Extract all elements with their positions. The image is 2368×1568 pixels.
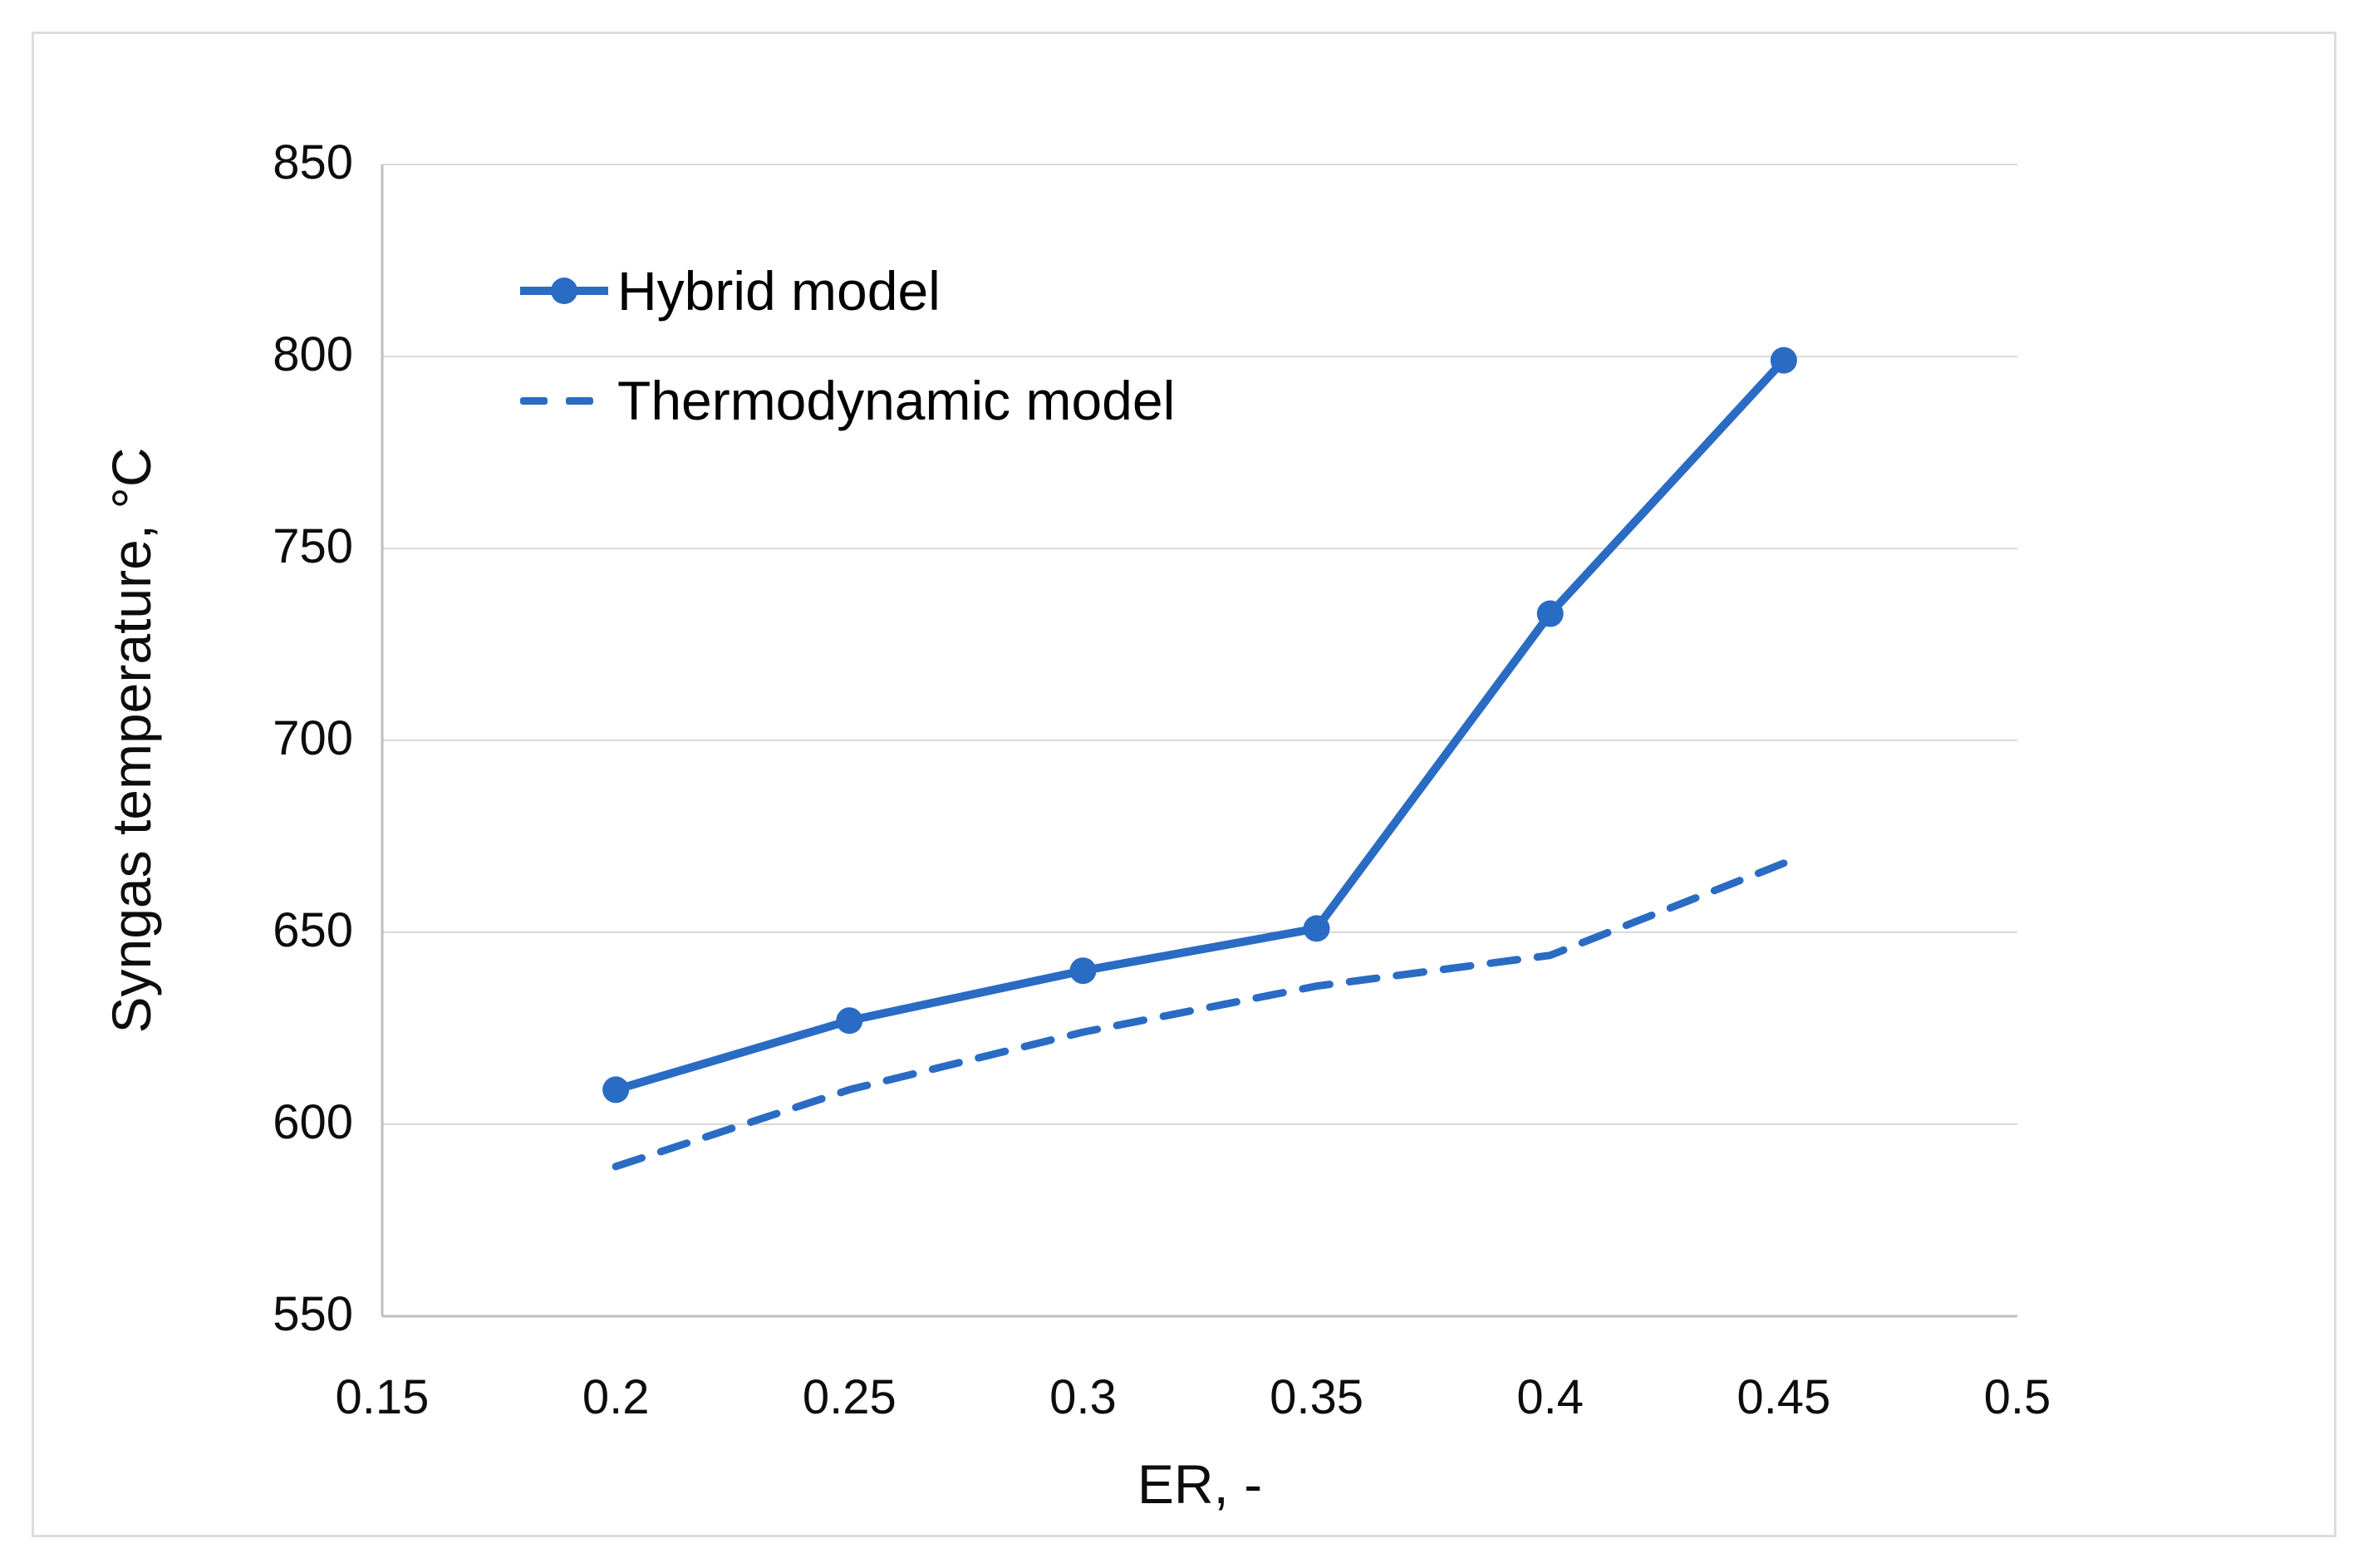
legend-item-hybrid-model: Hybrid model — [520, 260, 1175, 322]
legend-item-thermodynamic-model: Thermodynamic model — [520, 370, 1176, 431]
data-point-marker — [1303, 915, 1330, 942]
y-tick-label-650: 650 — [273, 902, 353, 957]
legend-label-hybrid-model: Hybrid model — [617, 260, 941, 322]
y-tick-label-550: 550 — [273, 1286, 353, 1341]
thermodynamic-series-line — [612, 859, 1788, 1171]
data-point-marker — [1536, 600, 1564, 627]
x-tick-label-0.4: 0.4 — [1516, 1370, 1584, 1424]
y-tick-label-750: 750 — [273, 519, 353, 573]
data-point-marker — [602, 1076, 630, 1103]
x-tick-label-0.35: 0.35 — [1270, 1370, 1364, 1424]
x-axis-title: ER, - — [1137, 1453, 1263, 1515]
legend: Hybrid model Thermodynamic model — [520, 260, 1176, 431]
legend-dashed-line-icon — [520, 371, 617, 430]
circle-marker-icon — [551, 278, 577, 304]
y-axis-title: Syngas temperature, °C — [101, 447, 162, 1034]
y-tick-label-850: 850 — [273, 135, 353, 189]
data-point-marker — [836, 1007, 863, 1035]
y-tick-label-600: 600 — [273, 1094, 353, 1149]
x-tick-label-0.5: 0.5 — [1983, 1370, 2051, 1424]
legend-solid-line-with-marker-icon — [520, 261, 617, 321]
x-tick-label-0.45: 0.45 — [1737, 1370, 1831, 1424]
x-tick-label-0.3: 0.3 — [1049, 1370, 1117, 1424]
x-tick-label-0.15: 0.15 — [335, 1370, 430, 1424]
chart-canvas — [381, 164, 2017, 1318]
data-point-marker — [1069, 957, 1097, 985]
x-tick-label-0.2: 0.2 — [582, 1370, 650, 1424]
plot-area — [381, 164, 2017, 1318]
figure-border-frame — [32, 32, 2336, 1537]
data-point-marker — [1770, 347, 1797, 374]
y-tick-label-700: 700 — [273, 710, 353, 765]
hybrid-series-line — [612, 356, 1788, 1094]
x-tick-label-0.25: 0.25 — [802, 1370, 897, 1424]
y-tick-label-800: 800 — [273, 327, 353, 381]
legend-label-thermodynamic-model: Thermodynamic model — [617, 370, 1176, 431]
